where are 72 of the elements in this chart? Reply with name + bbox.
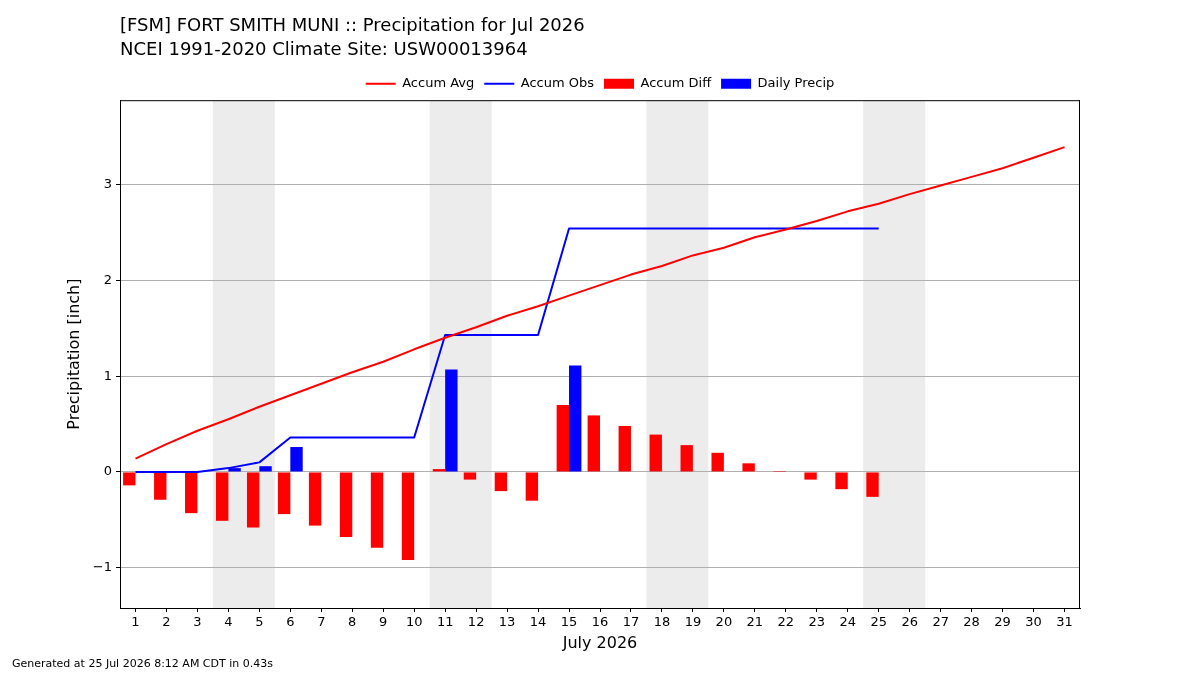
x-tick-label: 31 bbox=[1056, 614, 1073, 630]
x-tick-label: 24 bbox=[839, 614, 857, 630]
bar bbox=[804, 472, 817, 480]
y-axis-title: Precipitation [inch] bbox=[63, 278, 83, 430]
x-tick-label: 29 bbox=[994, 614, 1011, 630]
x-tick-label: 27 bbox=[932, 614, 949, 630]
x-tick-label: 5 bbox=[255, 614, 264, 630]
x-tick-label: 16 bbox=[591, 614, 609, 630]
bar bbox=[587, 415, 600, 472]
bar bbox=[277, 472, 291, 515]
bar bbox=[866, 472, 879, 497]
x-tick-label: 3 bbox=[193, 614, 202, 630]
bar bbox=[246, 472, 260, 528]
x-tick-label: 20 bbox=[715, 614, 733, 630]
bar bbox=[680, 445, 693, 472]
legend-label: Accum Diff bbox=[640, 75, 713, 91]
y-tick-label: 1 bbox=[103, 367, 112, 383]
x-tick-label: 6 bbox=[286, 614, 295, 630]
chart-title: [FSM] FORT SMITH MUNI :: Precipitation for Jul 2026 bbox=[120, 14, 585, 36]
bar bbox=[569, 365, 582, 472]
x-axis-title: July 2026 bbox=[561, 632, 638, 652]
x-tick-label: 4 bbox=[224, 614, 233, 630]
bar bbox=[525, 472, 539, 501]
legend-label: Daily Precip bbox=[757, 75, 835, 91]
chart-subtitle: NCEI 1991-2020 Climate Site: USW00013964 bbox=[120, 38, 528, 60]
x-tick-label: 1 bbox=[131, 614, 140, 630]
x-tick-label: 19 bbox=[684, 614, 702, 630]
x-tick-label: 8 bbox=[348, 614, 357, 630]
bar bbox=[445, 369, 458, 472]
x-tick-label: 11 bbox=[436, 614, 454, 630]
y-tick-label: 0 bbox=[103, 463, 112, 479]
bar bbox=[370, 472, 384, 548]
x-tick-label: 17 bbox=[622, 614, 640, 630]
x-tick-label: 13 bbox=[498, 614, 516, 630]
y-tick-label: 2 bbox=[103, 271, 112, 287]
bar bbox=[649, 434, 662, 472]
x-tick-label: 30 bbox=[1025, 614, 1042, 630]
bar bbox=[711, 452, 724, 472]
x-tick-label: 18 bbox=[653, 614, 671, 630]
legend-label: Accum Avg bbox=[402, 75, 475, 91]
bar bbox=[556, 404, 570, 472]
bar bbox=[123, 472, 136, 486]
legend-label: Accum Obs bbox=[520, 75, 595, 91]
bar bbox=[463, 472, 477, 480]
x-tick-label: 23 bbox=[808, 614, 826, 630]
x-tick-label: 9 bbox=[379, 614, 388, 630]
bar bbox=[401, 472, 415, 561]
x-tick-label: 26 bbox=[901, 614, 918, 630]
bar bbox=[154, 472, 167, 500]
bar bbox=[290, 447, 303, 472]
x-tick-label: 7 bbox=[317, 614, 326, 630]
bar bbox=[339, 472, 353, 538]
x-tick-label: 25 bbox=[870, 614, 887, 630]
x-tick-label: 12 bbox=[467, 614, 485, 630]
y-tick-label: 3 bbox=[103, 175, 112, 191]
x-tick-label: 21 bbox=[746, 614, 764, 630]
x-tick-label: 10 bbox=[405, 614, 423, 630]
bar bbox=[185, 472, 198, 514]
x-tick-label: 14 bbox=[529, 614, 547, 630]
bar bbox=[742, 463, 755, 472]
y-tick-label: −1 bbox=[92, 559, 112, 575]
bar bbox=[618, 425, 631, 472]
bar bbox=[259, 466, 272, 472]
bar bbox=[494, 472, 508, 492]
x-tick-label: 22 bbox=[777, 614, 795, 630]
x-tick-label: 2 bbox=[162, 614, 171, 630]
bar bbox=[835, 472, 848, 490]
x-tick-label: 15 bbox=[560, 614, 578, 630]
x-tick-label: 28 bbox=[963, 614, 980, 630]
bar bbox=[308, 472, 322, 526]
text: Generated at 25 Jul 2026 8:12 AM CDT in 0.43s bbox=[12, 657, 274, 670]
bar bbox=[216, 472, 229, 521]
